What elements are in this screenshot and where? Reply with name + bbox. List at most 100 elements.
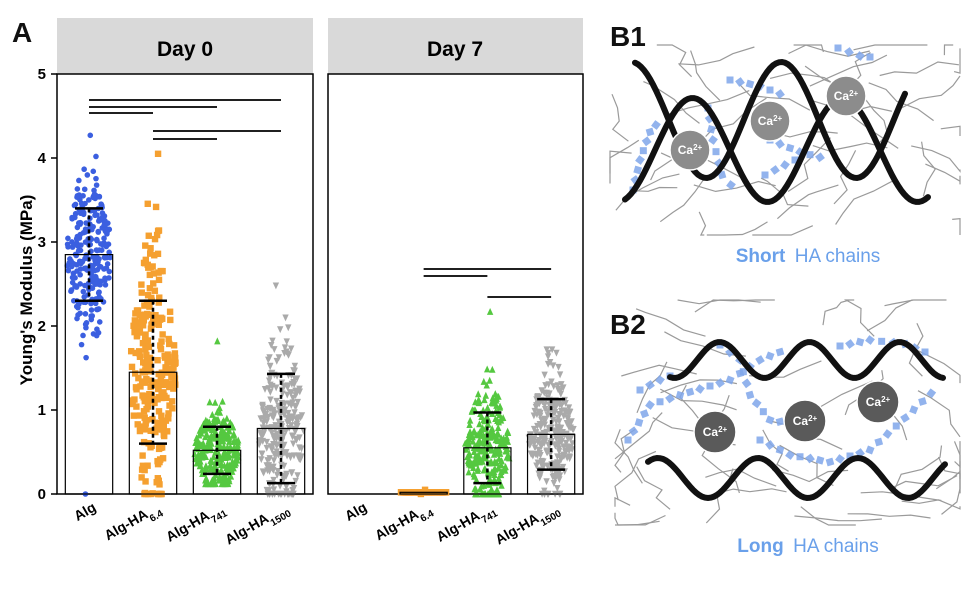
gel-fiber bbox=[853, 44, 928, 51]
data-point bbox=[101, 254, 108, 261]
data-point bbox=[218, 437, 225, 445]
data-point bbox=[289, 395, 297, 402]
data-point bbox=[155, 227, 163, 234]
data-point bbox=[294, 423, 301, 430]
gel-fiber bbox=[911, 145, 961, 173]
ha-unit bbox=[628, 426, 639, 437]
data-point bbox=[498, 481, 505, 489]
data-point bbox=[211, 417, 219, 425]
panel-b1-label: B1 bbox=[610, 21, 646, 52]
ha-unit bbox=[765, 415, 775, 425]
b2-caption-strong: Long bbox=[737, 536, 783, 557]
data-point bbox=[154, 423, 162, 431]
data-point bbox=[166, 402, 173, 409]
data-point bbox=[273, 471, 281, 479]
data-point bbox=[195, 431, 203, 439]
category-label: Alg bbox=[71, 499, 99, 524]
data-point bbox=[147, 368, 154, 375]
data-point bbox=[163, 428, 171, 435]
data-point bbox=[78, 260, 84, 267]
category-label: Alg-HA1500 bbox=[222, 499, 293, 553]
y-tick-label: 1 bbox=[38, 402, 46, 419]
category-subscript: 1500 bbox=[268, 508, 293, 529]
data-point bbox=[475, 399, 482, 407]
gel-fiber bbox=[660, 379, 738, 394]
gel-fiber bbox=[698, 211, 707, 236]
data-point bbox=[152, 203, 160, 211]
data-point bbox=[166, 383, 173, 391]
data-point bbox=[294, 414, 302, 422]
data-point bbox=[137, 383, 144, 390]
data-point bbox=[96, 193, 103, 200]
data-point bbox=[281, 400, 289, 408]
data-point bbox=[270, 486, 278, 494]
gel-fiber bbox=[940, 125, 961, 136]
data-point bbox=[569, 440, 576, 448]
data-point bbox=[140, 408, 148, 415]
data-point bbox=[147, 444, 154, 451]
data-point bbox=[541, 487, 548, 495]
ha-unit bbox=[725, 375, 735, 385]
data-point bbox=[210, 426, 218, 434]
calcium-ion bbox=[669, 129, 711, 171]
data-point bbox=[159, 331, 166, 338]
data-point bbox=[145, 311, 153, 319]
data-point bbox=[288, 469, 296, 477]
gel-fiber bbox=[943, 44, 954, 56]
data-point bbox=[77, 221, 83, 227]
data-point bbox=[158, 412, 165, 419]
data-point bbox=[499, 440, 507, 448]
data-point bbox=[90, 168, 97, 175]
data-point bbox=[74, 186, 81, 192]
ha-unit bbox=[726, 76, 734, 84]
ha-unit bbox=[636, 386, 644, 394]
data-point bbox=[554, 464, 561, 472]
data-point bbox=[292, 435, 299, 443]
data-point bbox=[294, 398, 301, 406]
data-point bbox=[550, 479, 558, 487]
ha-unit bbox=[770, 165, 780, 175]
data-point bbox=[161, 352, 168, 360]
ha-unit bbox=[634, 418, 644, 427]
data-point bbox=[101, 266, 107, 272]
b2-caption: Long HA chains bbox=[737, 536, 878, 557]
data-point bbox=[273, 442, 281, 450]
data-point bbox=[71, 241, 78, 248]
ha-unit bbox=[775, 417, 785, 426]
data-point bbox=[260, 408, 267, 416]
data-point bbox=[104, 228, 110, 235]
data-point bbox=[131, 317, 139, 324]
data-point bbox=[476, 458, 484, 466]
data-point bbox=[486, 475, 494, 483]
data-point bbox=[225, 434, 233, 442]
data-point bbox=[494, 430, 501, 438]
data-point bbox=[227, 419, 234, 426]
data-point bbox=[539, 464, 547, 472]
ha-unit bbox=[834, 44, 842, 52]
data-point bbox=[159, 381, 167, 389]
data-point bbox=[146, 250, 154, 257]
gel-fiber bbox=[656, 44, 693, 78]
data-point bbox=[284, 391, 291, 399]
data-point bbox=[530, 425, 538, 433]
data-point bbox=[214, 337, 221, 345]
data-point bbox=[263, 418, 270, 426]
data-point bbox=[197, 461, 204, 469]
calcium-ion-charge: 2+ bbox=[881, 395, 890, 404]
ha-unit bbox=[695, 384, 705, 394]
data-point bbox=[217, 455, 224, 463]
data-point bbox=[469, 437, 477, 445]
b2-caption-rest: HA chains bbox=[793, 536, 879, 557]
data-point bbox=[94, 247, 100, 254]
data-point bbox=[469, 433, 476, 441]
data-point bbox=[527, 450, 535, 458]
data-point bbox=[549, 416, 557, 424]
data-point bbox=[476, 420, 483, 428]
ha-unit bbox=[765, 351, 775, 361]
gel-fiber bbox=[822, 299, 850, 326]
data-point bbox=[270, 463, 277, 471]
data-point bbox=[553, 349, 560, 357]
data-point bbox=[288, 413, 295, 421]
calcium-ion bbox=[856, 380, 900, 424]
data-point bbox=[74, 268, 80, 274]
